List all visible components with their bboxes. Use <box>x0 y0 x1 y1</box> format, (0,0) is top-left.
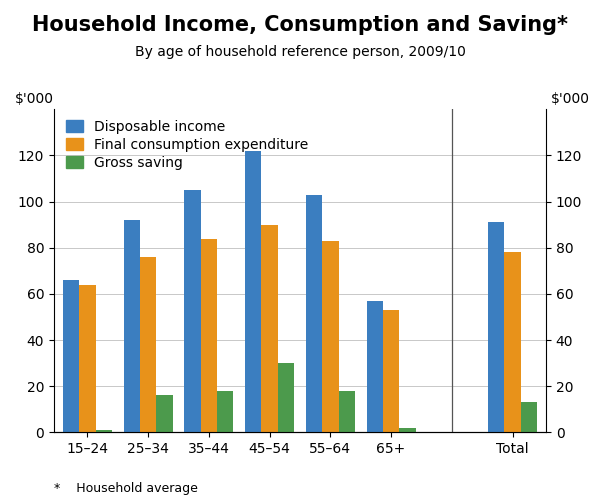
Bar <box>521 403 537 432</box>
Text: Household Income, Consumption and Saving*: Household Income, Consumption and Saving… <box>32 15 568 35</box>
Bar <box>184 190 200 432</box>
Bar <box>140 257 157 432</box>
Bar <box>488 222 505 432</box>
Bar <box>79 285 95 432</box>
Legend: Disposable income, Final consumption expenditure, Gross saving: Disposable income, Final consumption exp… <box>66 119 308 170</box>
Bar <box>338 391 355 432</box>
Bar <box>400 428 416 432</box>
Bar <box>63 280 79 432</box>
Text: *    Household average: * Household average <box>54 482 198 495</box>
Text: $'000: $'000 <box>14 92 53 106</box>
Bar <box>367 301 383 432</box>
Bar <box>157 396 173 432</box>
Bar <box>505 252 521 432</box>
Text: $'000: $'000 <box>551 92 590 106</box>
Bar <box>306 195 322 432</box>
Bar <box>262 225 278 432</box>
Bar <box>124 220 140 432</box>
Bar <box>95 430 112 432</box>
Bar <box>278 363 294 432</box>
Bar <box>322 241 338 432</box>
Bar <box>383 310 400 432</box>
Bar <box>200 239 217 432</box>
Text: By age of household reference person, 2009/10: By age of household reference person, 20… <box>134 45 466 59</box>
Bar <box>245 151 262 432</box>
Bar <box>217 391 233 432</box>
